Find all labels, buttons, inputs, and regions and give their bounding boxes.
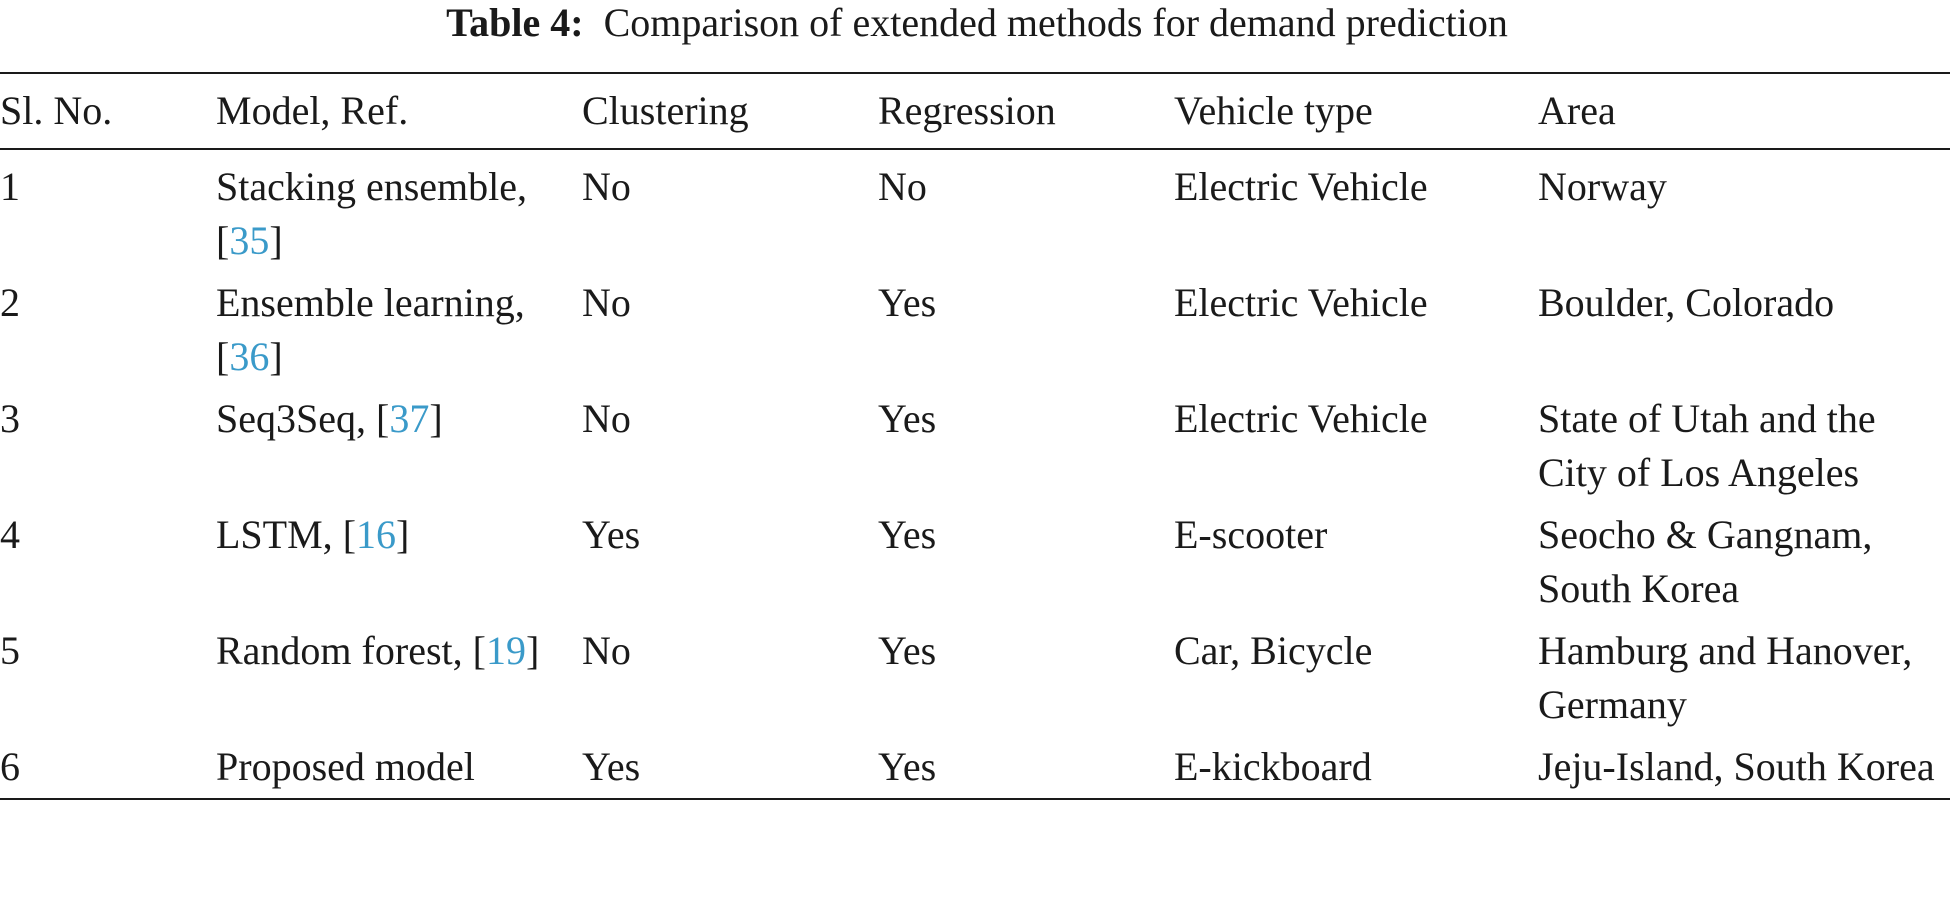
cell-sl-no: 1 <box>0 164 20 209</box>
table-row: 6 Proposed model Yes Yes E-kickboard Jej… <box>0 732 1950 799</box>
cell-sl-no: 6 <box>0 744 20 789</box>
citation-link[interactable]: 19 <box>485 628 526 673</box>
table-caption-label: Table 4: <box>446 0 584 45</box>
cell-sl-no: 3 <box>0 396 20 441</box>
cell-regression: Yes <box>878 628 937 673</box>
cell-area: State of Utah and the City of Los Angele… <box>1538 396 1876 495</box>
cell-area: Hamburg and Hanover, Germany <box>1538 628 1913 727</box>
cell-sl-no: 5 <box>0 628 20 673</box>
cell-vehicle-type: E-scooter <box>1174 512 1328 557</box>
citation-link[interactable]: 36 <box>229 334 270 379</box>
cell-area: Boulder, Colorado <box>1538 280 1835 325</box>
cell-model-ref: Random forest, [19] <box>216 628 540 673</box>
cell-model-ref: Ensemble learning, [36] <box>216 280 525 379</box>
cell-vehicle-type: Electric Vehicle <box>1174 164 1428 209</box>
cell-regression: No <box>878 164 927 209</box>
citation-link[interactable]: 35 <box>229 218 270 263</box>
header-regression: Regression <box>878 88 1056 133</box>
header-clustering: Clustering <box>582 88 749 133</box>
table-caption-text: Comparison of extended methods for deman… <box>603 0 1508 45</box>
cell-vehicle-type: Electric Vehicle <box>1174 396 1428 441</box>
table-row: 4 LSTM, [16] Yes Yes E-scooter Seocho & … <box>0 500 1950 616</box>
cell-vehicle-type: Electric Vehicle <box>1174 280 1428 325</box>
header-sl-no: Sl. No. <box>0 88 113 133</box>
cell-regression: Yes <box>878 512 937 557</box>
table-caption: Table 4: Comparison of extended methods … <box>0 0 1954 46</box>
cell-clustering: No <box>582 164 631 209</box>
cell-regression: Yes <box>878 744 937 789</box>
header-model-ref: Model, Ref. <box>216 88 409 133</box>
cell-regression: Yes <box>878 396 937 441</box>
cell-area: Jeju-Island, South Korea <box>1538 744 1935 789</box>
cell-clustering: No <box>582 280 631 325</box>
model-name: Random forest, <box>216 628 473 673</box>
table-row: 2 Ensemble learning, [36] No Yes Electri… <box>0 268 1950 384</box>
cell-clustering: Yes <box>582 744 641 789</box>
cell-area: Seocho & Gangnam, South Korea <box>1538 512 1873 611</box>
cell-model-ref: Proposed model <box>216 732 582 799</box>
model-name: Stacking ensemble, <box>216 164 528 209</box>
cell-area: Norway <box>1538 164 1667 209</box>
cell-model-ref: Seq3Seq, [37] <box>216 396 443 441</box>
table-row: 1 Stacking ensemble, [35] No No Electric… <box>0 149 1950 268</box>
cell-clustering: No <box>582 396 631 441</box>
comparison-table: Sl. No. Model, Ref. Clustering Regressio… <box>0 72 1950 800</box>
model-name: Proposed model <box>216 744 475 789</box>
model-name: Seq3Seq, <box>216 396 376 441</box>
cell-regression: Yes <box>878 280 937 325</box>
table-header-row: Sl. No. Model, Ref. Clustering Regressio… <box>0 73 1950 149</box>
cell-model-ref: LSTM, [16] <box>216 512 410 557</box>
cell-vehicle-type: E-kickboard <box>1174 744 1372 789</box>
header-vehicle-type: Vehicle type <box>1174 88 1373 133</box>
cell-clustering: No <box>582 628 631 673</box>
header-area: Area <box>1538 88 1616 133</box>
cell-sl-no: 4 <box>0 512 20 557</box>
model-name: LSTM, <box>216 512 343 557</box>
model-name: Ensemble learning, <box>216 280 525 325</box>
cell-clustering: Yes <box>582 512 641 557</box>
table-row: 5 Random forest, [19] No Yes Car, Bicycl… <box>0 616 1950 732</box>
citation-link[interactable]: 37 <box>389 396 430 441</box>
table-row: 3 Seq3Seq, [37] No Yes Electric Vehicle … <box>0 384 1950 500</box>
citation-link[interactable]: 16 <box>356 512 397 557</box>
cell-model-ref: Stacking ensemble, [35] <box>216 164 528 263</box>
cell-sl-no: 2 <box>0 280 20 325</box>
cell-vehicle-type: Car, Bicycle <box>1174 628 1373 673</box>
